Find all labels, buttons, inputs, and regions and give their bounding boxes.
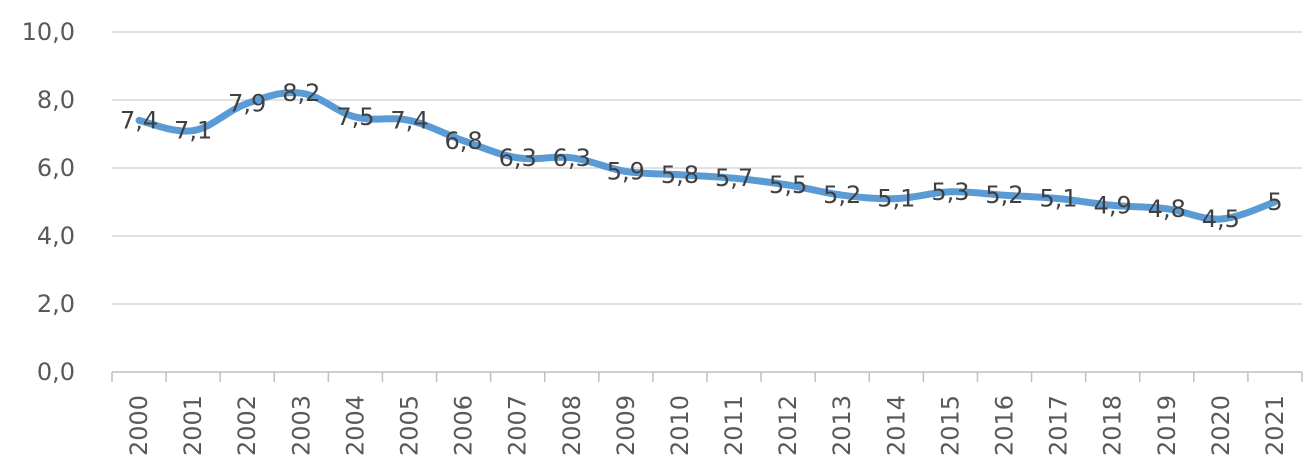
data-label: 5,9 bbox=[607, 157, 645, 185]
data-label: 5 bbox=[1267, 188, 1282, 216]
data-point bbox=[352, 114, 359, 120]
x-tick-label: 2020 bbox=[1207, 395, 1235, 456]
x-tick-label: 2018 bbox=[1099, 395, 1127, 456]
data-label: 5,1 bbox=[1040, 185, 1078, 213]
x-tick-label: 2019 bbox=[1153, 395, 1181, 456]
data-label: 7,5 bbox=[336, 103, 374, 131]
data-label: 5,7 bbox=[715, 164, 753, 192]
data-label: 7,9 bbox=[228, 89, 266, 117]
data-point bbox=[676, 171, 683, 178]
y-tick-label: 2,0 bbox=[37, 290, 75, 318]
x-tick-label: 2000 bbox=[125, 395, 153, 456]
data-label: 5,1 bbox=[877, 185, 915, 213]
x-tick-label: 2008 bbox=[558, 395, 586, 456]
y-tick-label: 10,0 bbox=[22, 18, 75, 46]
x-tick-label: 2017 bbox=[1045, 395, 1073, 456]
series-layer bbox=[135, 89, 1279, 223]
y-tick-label: 0,0 bbox=[37, 358, 75, 386]
x-tick-label: 2016 bbox=[991, 395, 1019, 456]
data-label: 8,2 bbox=[282, 79, 320, 107]
data-label: 6,3 bbox=[553, 144, 591, 172]
x-tick-label: 2009 bbox=[612, 395, 640, 456]
data-point bbox=[785, 182, 792, 188]
y-tick-label: 4,0 bbox=[37, 222, 75, 250]
data-point bbox=[1055, 195, 1062, 202]
data-point bbox=[1217, 216, 1224, 222]
data-point bbox=[190, 127, 197, 134]
data-label: 4,5 bbox=[1202, 205, 1240, 233]
x-tick-label: 2011 bbox=[720, 395, 748, 456]
series-line bbox=[135, 89, 1279, 223]
x-tick-label: 2001 bbox=[179, 395, 207, 456]
x-tick-label: 2013 bbox=[828, 395, 856, 456]
data-point bbox=[1163, 205, 1170, 212]
x-tick-label: 2015 bbox=[936, 395, 964, 456]
x-tick-label: 2004 bbox=[341, 395, 369, 456]
data-point bbox=[622, 168, 629, 175]
x-tick-label: 2007 bbox=[504, 395, 532, 456]
y-tick-label: 6,0 bbox=[37, 154, 75, 182]
data-point bbox=[1271, 199, 1278, 205]
data-label: 6,8 bbox=[445, 127, 483, 155]
data-label: 5,5 bbox=[769, 171, 807, 199]
data-point bbox=[136, 117, 143, 124]
data-label: 5,2 bbox=[823, 181, 861, 209]
data-point bbox=[893, 195, 900, 202]
data-point bbox=[1109, 202, 1116, 209]
data-point bbox=[298, 90, 305, 97]
data-point bbox=[244, 100, 251, 107]
data-label: 7,4 bbox=[120, 106, 158, 134]
x-tick-label: 2005 bbox=[396, 395, 424, 456]
data-label: 5,2 bbox=[985, 181, 1023, 209]
axis-layer: 0,0 2,0 4,0 6,0 8,0 10,0 2000 2001 2002 2003 2004 2… bbox=[22, 18, 1303, 456]
label-layer: 7,4 7,1 7,9 8,2 7,5 7,4 6,8 6,3 6,3 5,9 5,8 5,7 5,5 5… bbox=[120, 79, 1283, 233]
data-label: 5,3 bbox=[931, 178, 969, 206]
data-point bbox=[947, 188, 954, 195]
data-point bbox=[568, 154, 575, 161]
x-tick-label: 2010 bbox=[666, 395, 694, 456]
data-label: 6,3 bbox=[499, 144, 537, 172]
x-tick-label: 2021 bbox=[1261, 395, 1289, 456]
data-label: 4,9 bbox=[1094, 191, 1132, 219]
x-tick-label: 2003 bbox=[287, 395, 315, 456]
data-point bbox=[839, 192, 846, 199]
data-point bbox=[514, 154, 521, 161]
data-point bbox=[406, 117, 413, 124]
x-tick-label: 2012 bbox=[774, 395, 802, 456]
x-tick-label: 2006 bbox=[450, 395, 478, 456]
data-label: 7,4 bbox=[390, 106, 428, 134]
data-label: 5,8 bbox=[661, 161, 699, 189]
data-label: 7,1 bbox=[174, 117, 212, 145]
grid-layer bbox=[112, 31, 1302, 305]
data-point bbox=[1001, 192, 1008, 199]
data-label: 4,8 bbox=[1148, 195, 1186, 223]
x-tick-label: 2002 bbox=[233, 395, 261, 456]
data-point bbox=[731, 175, 738, 182]
data-point bbox=[460, 137, 467, 144]
x-tick-label: 2014 bbox=[882, 395, 910, 456]
y-tick-label: 8,0 bbox=[37, 86, 75, 114]
